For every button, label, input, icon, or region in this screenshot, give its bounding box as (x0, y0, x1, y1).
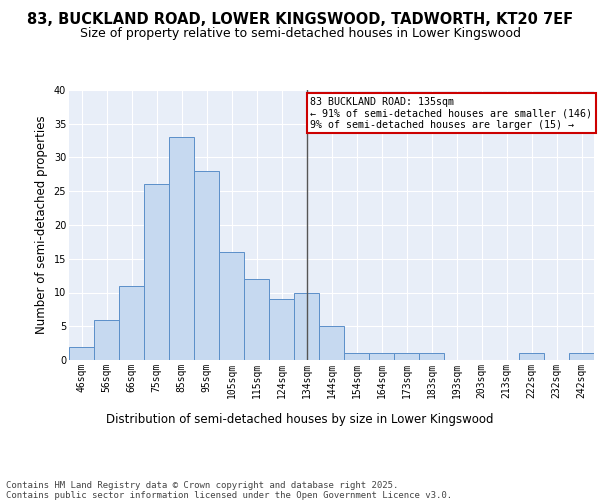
Bar (394, 353, 419, 360)
Bar (369, 353, 394, 360)
Text: Distribution of semi-detached houses by size in Lower Kingswood: Distribution of semi-detached houses by … (106, 412, 494, 426)
Text: Contains HM Land Registry data © Crown copyright and database right 2025.
Contai: Contains HM Land Registry data © Crown c… (6, 480, 452, 500)
Bar (169, 137, 194, 360)
Bar (269, 299, 294, 360)
Y-axis label: Number of semi-detached properties: Number of semi-detached properties (35, 116, 48, 334)
Bar (344, 353, 369, 360)
Bar (319, 326, 344, 360)
Text: 83 BUCKLAND ROAD: 135sqm
← 91% of semi-detached houses are smaller (146)
9% of s: 83 BUCKLAND ROAD: 135sqm ← 91% of semi-d… (310, 96, 592, 130)
Bar (119, 286, 144, 360)
Text: Size of property relative to semi-detached houses in Lower Kingswood: Size of property relative to semi-detach… (79, 28, 521, 40)
Text: 83, BUCKLAND ROAD, LOWER KINGSWOOD, TADWORTH, KT20 7EF: 83, BUCKLAND ROAD, LOWER KINGSWOOD, TADW… (27, 12, 573, 28)
Bar (144, 184, 169, 360)
Bar (69, 346, 94, 360)
Bar (194, 171, 219, 360)
Bar (419, 353, 444, 360)
Bar (569, 353, 594, 360)
Bar (244, 279, 269, 360)
Bar (294, 292, 319, 360)
Bar (519, 353, 544, 360)
Bar (94, 320, 119, 360)
Bar (219, 252, 244, 360)
